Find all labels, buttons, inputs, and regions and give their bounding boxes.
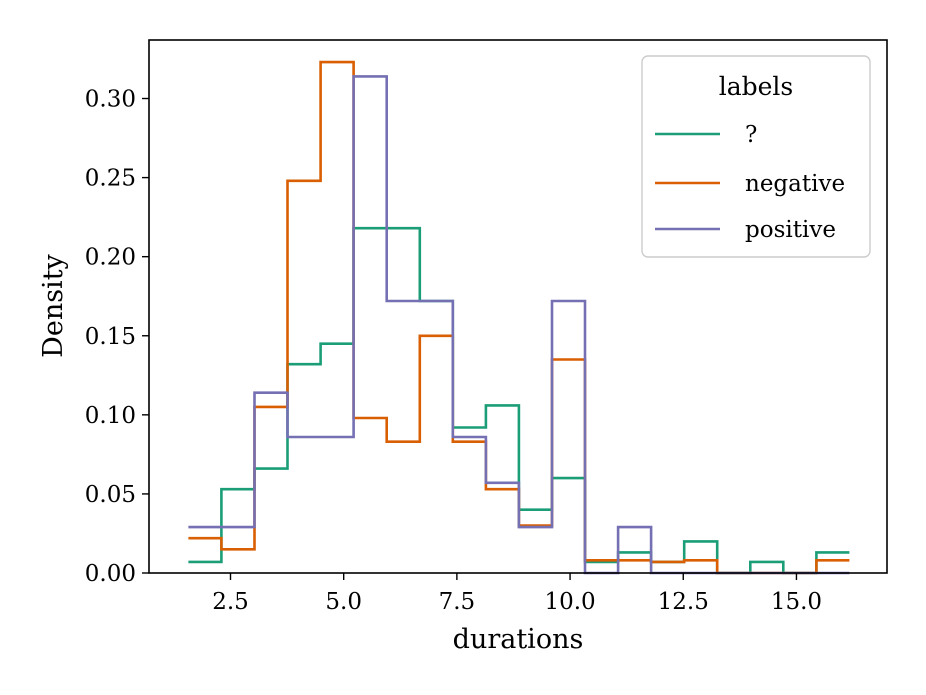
legend-entry-label: negative xyxy=(745,171,845,197)
y-axis-ticks: 0.00 0.05 0.10 0.15 0.20 0.25 0.30 xyxy=(85,87,149,587)
legend: labels ? negative positive xyxy=(641,55,871,258)
plot-frame xyxy=(148,39,888,574)
legend-box xyxy=(641,55,871,258)
legend-entries: ? negative positive xyxy=(655,122,845,243)
y-tick-label: 0.10 xyxy=(85,403,136,429)
x-tick-label: 12.5 xyxy=(658,589,709,615)
x-tick-label: 10.0 xyxy=(544,589,595,615)
y-tick-label: 0.25 xyxy=(85,166,136,192)
y-tick-label: 0.15 xyxy=(85,324,136,350)
x-tick-label: 2.5 xyxy=(212,589,249,615)
x-axis-ticks: 2.5 5.0 7.5 10.0 12.5 15.0 xyxy=(212,573,822,615)
y-tick-label: 0.00 xyxy=(85,561,136,587)
x-tick-label: 15.0 xyxy=(771,589,822,615)
y-tick-label: 0.05 xyxy=(85,482,136,508)
series-line-negative xyxy=(188,60,850,575)
y-tick-label: 0.30 xyxy=(85,87,136,113)
legend-entry-label: positive xyxy=(745,217,836,243)
y-tick-label: 0.20 xyxy=(85,245,136,271)
y-axis-label: Density xyxy=(38,253,69,357)
x-tick-label: 7.5 xyxy=(439,589,476,615)
legend-entry-label: ? xyxy=(745,122,757,148)
x-tick-label: 5.0 xyxy=(325,589,362,615)
x-axis-label: durations xyxy=(453,624,584,655)
legend-title: labels xyxy=(719,72,794,101)
